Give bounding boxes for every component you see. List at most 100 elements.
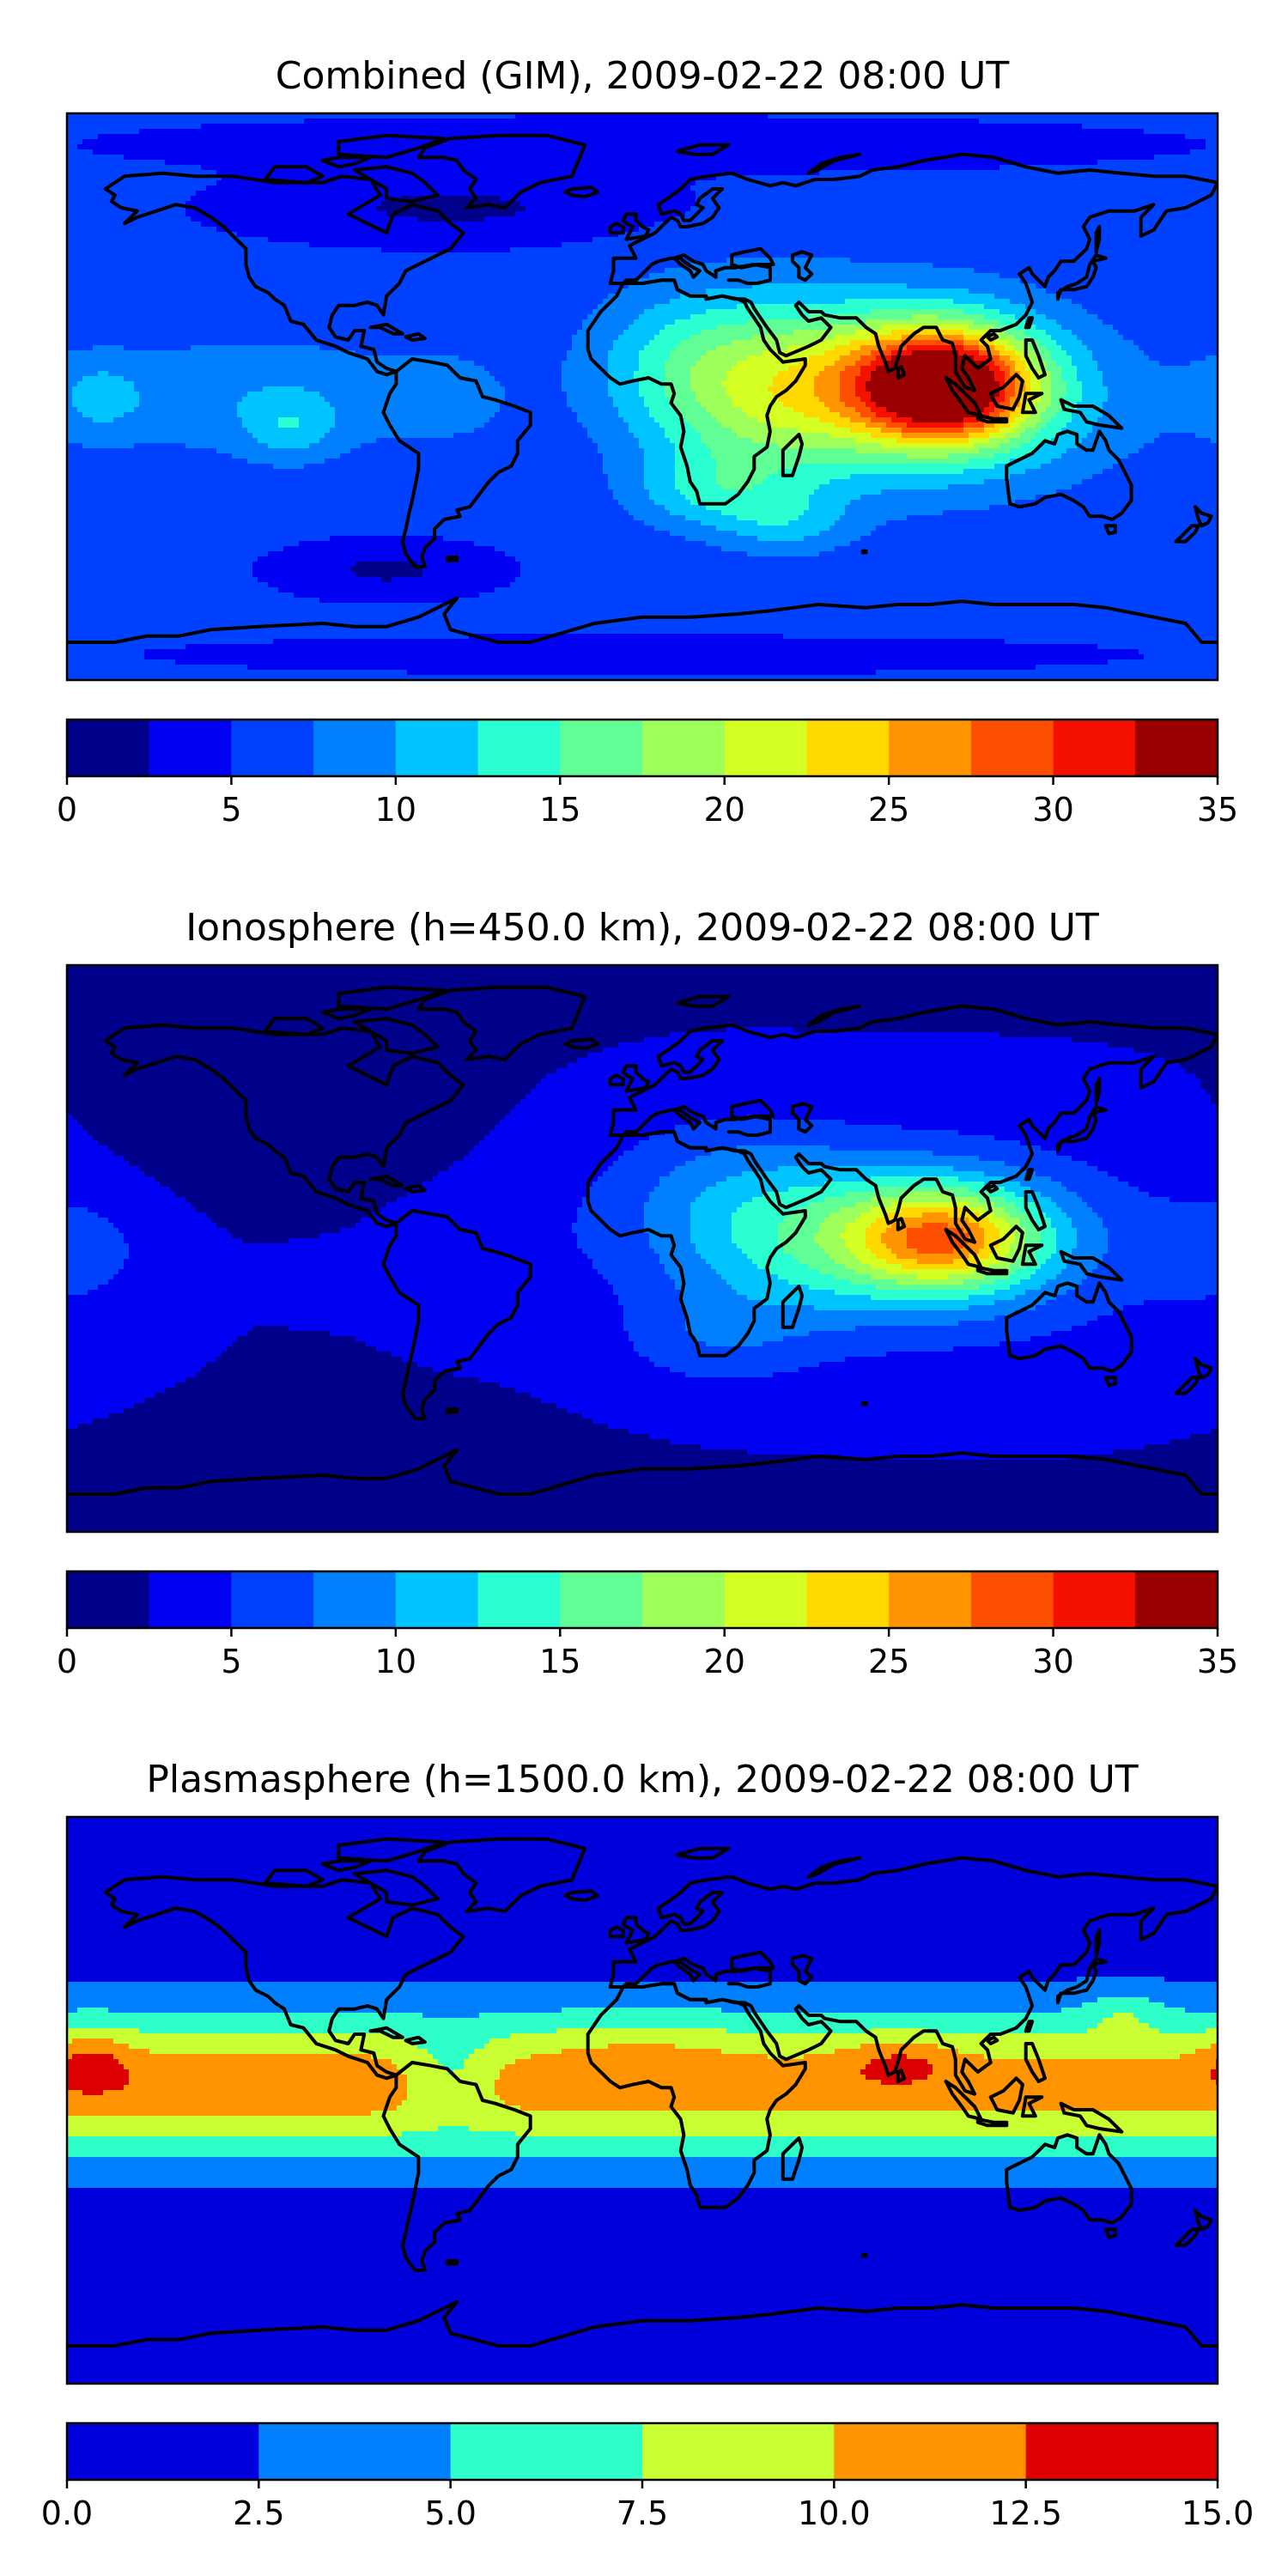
contour-cell [67,2286,1218,2292]
contour-cell [1030,1274,1057,1280]
contour-cell [67,252,1218,258]
contour-cell [1092,474,1218,480]
contour-cell [1066,1455,1218,1461]
contour-cell [690,1202,743,1208]
contour-cell [649,495,686,501]
contour-cell [639,366,665,372]
contour-cell [732,1212,789,1218]
contour-cell [67,1176,155,1182]
contour-cell [850,1249,872,1255]
contour-cell [1005,345,1016,351]
contour-cell [840,397,861,403]
contour-cell [1087,309,1218,315]
contour-cell [886,1352,1218,1358]
contour-cell [129,1249,583,1255]
contour-cell [67,1403,135,1409]
contour-cell [871,1274,918,1280]
contour-cell [670,510,722,516]
contour-cell [696,397,732,403]
contour-cell [860,2044,939,2050]
contour-cell [1066,1187,1139,1193]
contour-cell [649,1135,995,1141]
coastlines [67,1837,1218,2348]
contour-cell [876,412,897,418]
contour-cell [1010,397,1021,403]
contour-cell [1077,335,1124,341]
contour-cell [67,1084,537,1090]
contour-cell [1015,335,1031,341]
contour-cell [464,2059,516,2065]
contour-cell [886,345,908,351]
contour-cell [67,2188,1218,2194]
contour-cell [685,1321,959,1327]
contour-cell [953,1166,1021,1172]
colorbar-tick-label: 10.0 [798,2494,871,2532]
contour-cell [670,402,702,408]
contour-cell [783,402,825,408]
contour-cell [778,1233,815,1239]
map-contours [67,113,1218,680]
contour-cell [1159,361,1191,367]
contour-cell [994,376,1005,382]
contour-cell [824,1218,856,1224]
contour-cell [88,1207,197,1213]
contour-cell [1108,1243,1218,1249]
contour-cell [840,381,856,387]
contour-cell [1010,340,1026,346]
contour-cell [989,330,1005,336]
contour-cell [871,1223,892,1229]
contour-cell [989,1264,1011,1270]
coastline-borneo [988,373,1024,411]
contour-cell [979,448,1011,454]
contour-cell [1211,1094,1218,1100]
contour-cell [175,1382,501,1388]
contour-cell [67,453,233,459]
contour-cell [696,392,727,398]
contour-cell [381,577,392,583]
contour-cell [592,1182,660,1188]
contour-cell [67,289,619,295]
contour-cell [479,592,1218,598]
contour-cell [1030,1259,1047,1265]
contour-cell [979,1197,1005,1203]
contour-cell [72,402,140,408]
contour-cell [582,1197,650,1203]
contour-cell [876,1285,980,1291]
coastline-hispaniola [404,2035,427,2045]
contour-cell [907,1243,964,1249]
contour-cell [67,2121,1218,2127]
contour-cell [999,309,1036,315]
contour-cell [67,1336,238,1342]
contour-cell [881,443,975,449]
contour-cell [891,350,913,356]
contour-cell [603,1048,1134,1054]
coastline-taiwan [1024,316,1035,330]
contour-cell [1051,417,1072,423]
contour-cell [989,412,1000,418]
contour-cell [355,1223,573,1229]
contour-cell [1020,278,1218,284]
contour-cell [654,1362,820,1368]
contour-cell [871,371,995,377]
contour-cell [696,1336,784,1342]
contour-cell [98,1140,480,1146]
contour-cell [587,433,635,439]
contour-cell [67,2224,1218,2230]
contour-cell [185,1197,398,1203]
contour-cell [67,510,629,516]
coastline-cuba [368,2026,404,2039]
contour-cell [876,526,1218,532]
contour-cell [1185,134,1218,140]
contour-cell [902,1192,954,1198]
contour-cell [613,1161,686,1167]
contour-cell [907,1238,969,1244]
contour-cell [891,1249,918,1255]
contour-cell [1077,1238,1109,1244]
contour-cell [644,1202,691,1208]
contour-cell [696,1249,743,1255]
contour-cell [1015,361,1026,367]
contour-cell [1025,1233,1042,1239]
contour-cell [520,2105,1218,2111]
contour-cell [608,484,645,490]
